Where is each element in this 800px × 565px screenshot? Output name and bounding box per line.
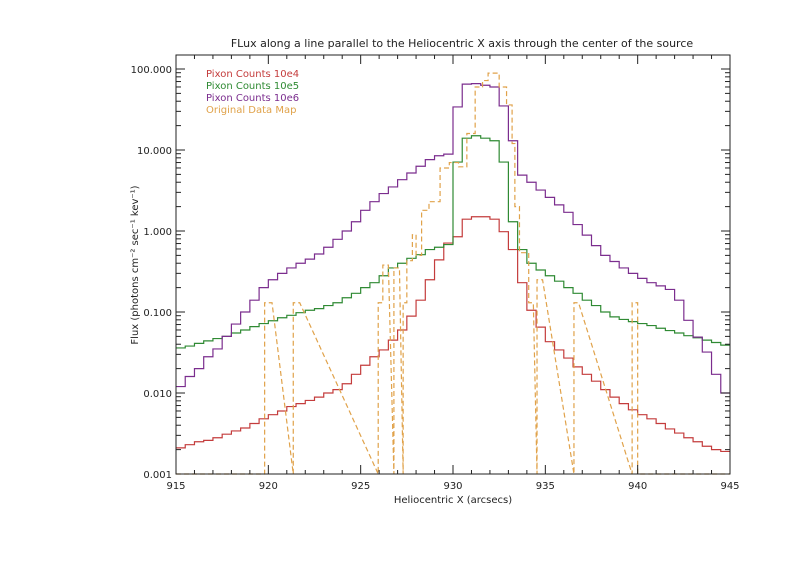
- y-tick-label: 0.010: [143, 389, 172, 400]
- x-tick-label: 940: [628, 481, 647, 492]
- plot-area: [176, 72, 730, 475]
- legend-item-4: Original Data Map: [206, 105, 296, 116]
- legend-item-2: Pixon Counts 10e5: [206, 81, 299, 92]
- y-tick-label: 10.000: [137, 146, 172, 157]
- x-tick-label: 925: [351, 481, 370, 492]
- x-tick-label: 930: [443, 481, 462, 492]
- series-line-2: [176, 135, 730, 349]
- y-tick-label: 0.001: [143, 470, 172, 481]
- x-tick-label: 935: [536, 481, 555, 492]
- y-tick-label: 1.000: [143, 227, 172, 238]
- original-data-line: [176, 72, 730, 475]
- y-axis-label: Flux (photons cm⁻² sec⁻¹ kev⁻¹): [130, 185, 141, 344]
- y-tick-label: 0.100: [143, 308, 172, 319]
- chart-title: FLux along a line parallel to the Helioc…: [231, 37, 694, 50]
- x-tick-label: 920: [259, 481, 278, 492]
- axes: 915 920 925 930 935 940 945 100.000 10.000 1.000 0…: [131, 55, 740, 492]
- legend-item-1: Pixon Counts 10e4: [206, 69, 299, 80]
- legend-item-3: Pixon Counts 10e6: [206, 93, 299, 104]
- x-tick-label: 945: [720, 481, 739, 492]
- x-tick-label: 915: [166, 481, 185, 492]
- series-line-1: [176, 216, 730, 453]
- x-axis-label: Heliocentric X (arcsecs): [394, 495, 512, 506]
- series-line-3: [176, 83, 730, 394]
- y-tick-label: 100.000: [131, 65, 172, 76]
